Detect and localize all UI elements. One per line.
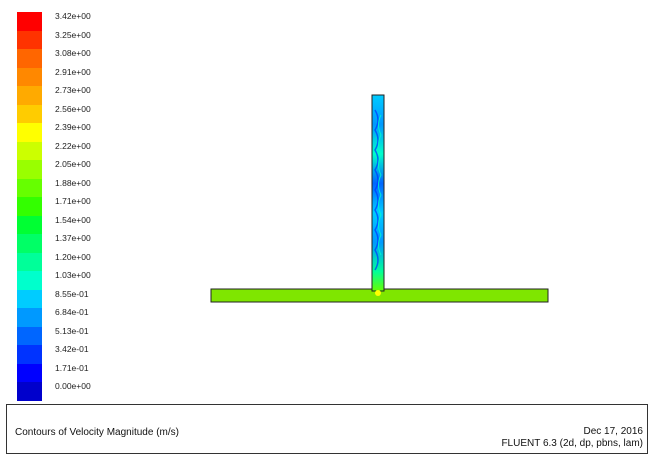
legend-swatch (17, 234, 42, 253)
legend-swatch (17, 30, 42, 49)
legend-label: 0.00e+00 (55, 381, 91, 391)
legend-swatch (17, 197, 42, 216)
contour-plot[interactable] (0, 0, 650, 400)
legend-label: 2.73e+00 (55, 85, 91, 95)
legend-swatch (17, 271, 42, 290)
legend-swatch (17, 12, 42, 31)
legend-swatch (17, 345, 42, 364)
legend-label: 1.71e+00 (55, 196, 91, 206)
legend-label: 6.84e-01 (55, 307, 89, 317)
legend-label: 3.08e+00 (55, 48, 91, 58)
plot-footer: Contours of Velocity Magnitude (m/s) Dec… (6, 404, 648, 454)
legend-swatch (17, 252, 42, 271)
legend-label: 2.56e+00 (55, 103, 91, 114)
solver-version: FLUENT 6.3 (2d, dp, pbns, lam) (501, 438, 643, 449)
legend-label: 1.37e+00 (55, 233, 91, 243)
legend-label: 2.39e+00 (55, 122, 91, 132)
flow-swirl-detail (374, 109, 379, 271)
legend-swatch (17, 49, 42, 68)
legend-swatch (17, 215, 42, 234)
plot-date: Dec 17, 2016 (583, 426, 644, 437)
legend-label: 5.13e-01 (55, 325, 89, 336)
legend-label: 2.05e+00 (55, 159, 91, 169)
legend-label: 2.91e+00 (55, 66, 91, 77)
legend-label: 1.71e-01 (55, 362, 89, 373)
legend-swatch (17, 382, 42, 401)
plot-title: Contours of Velocity Magnitude (m/s) (15, 427, 179, 438)
legend-label: 1.88e+00 (55, 177, 91, 188)
legend-label: 1.54e+00 (55, 214, 91, 225)
legend-label: 3.42e+00 (55, 11, 91, 21)
legend-label: 1.20e+00 (55, 251, 91, 262)
legend-label: 3.42e-01 (55, 344, 89, 354)
legend-swatch (17, 178, 42, 197)
legend-swatch (17, 104, 42, 123)
legend-label: 3.25e+00 (55, 29, 91, 40)
legend-swatch (17, 326, 42, 345)
legend-label: 2.22e+00 (55, 140, 91, 151)
legend-swatch (17, 363, 42, 382)
legend-swatch (17, 123, 42, 142)
legend-swatch (17, 308, 42, 327)
legend-swatch (17, 67, 42, 86)
legend-swatch (17, 141, 42, 160)
flow-swirl-detail-2 (378, 114, 382, 256)
legend-label: 8.55e-01 (55, 288, 89, 299)
legend-swatch (17, 160, 42, 179)
legend-swatch (17, 289, 42, 308)
legend-swatch (17, 86, 42, 105)
junction-hotspot (375, 290, 381, 296)
legend-label: 1.03e+00 (55, 270, 91, 280)
